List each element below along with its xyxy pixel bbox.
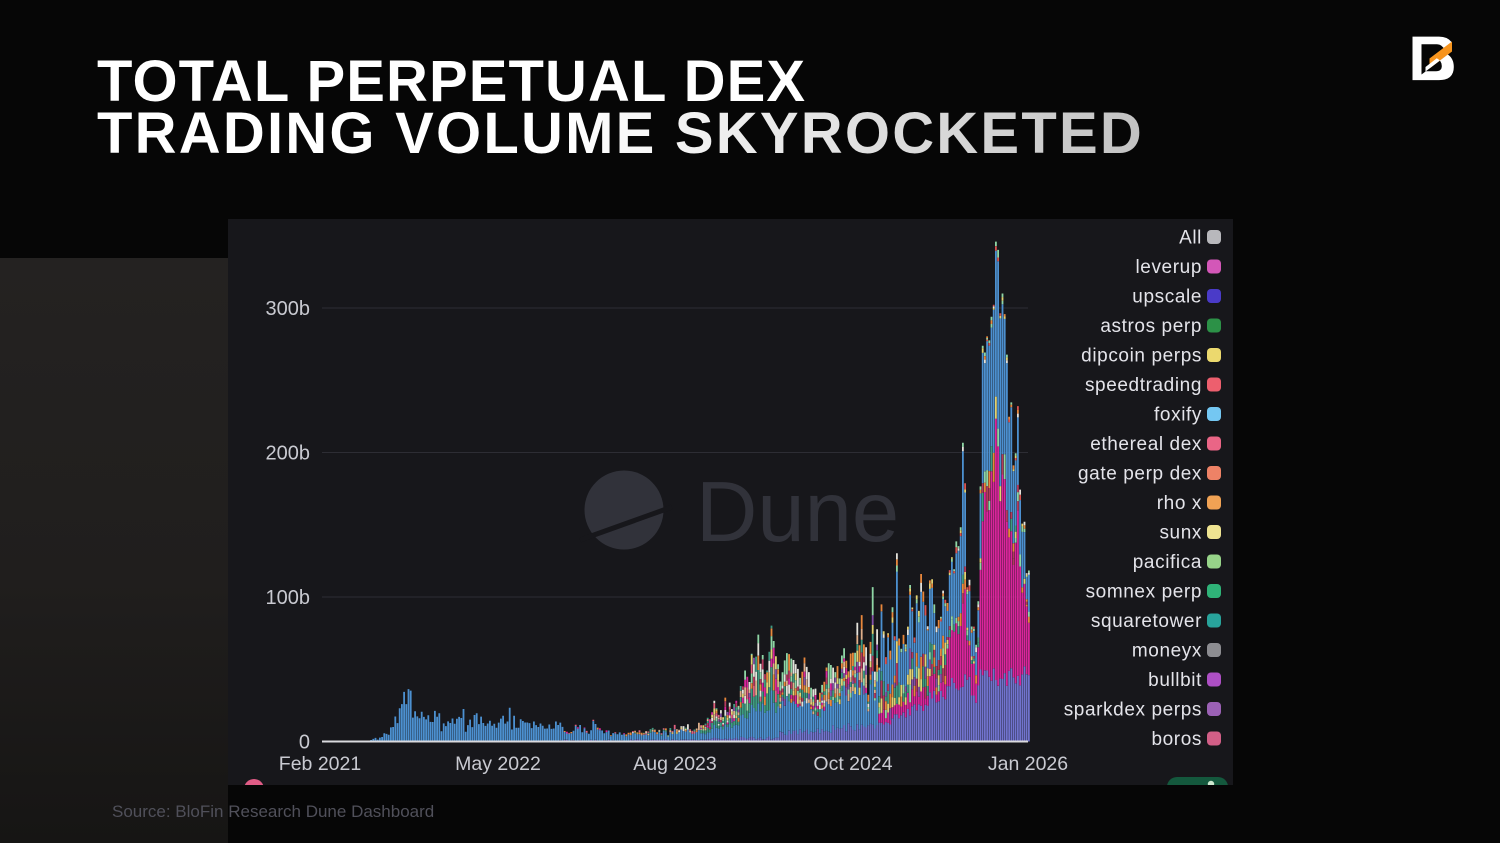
svg-text:sunx: sunx: [1159, 523, 1202, 544]
svg-text:bullbit: bullbit: [1148, 670, 1202, 691]
svg-text:pacifica: pacifica: [1133, 552, 1202, 573]
svg-text:rho x: rho x: [1157, 493, 1202, 514]
svg-text:moneyx: moneyx: [1132, 641, 1202, 662]
svg-text:300b: 300b: [266, 298, 311, 320]
svg-text:ethereal dex: ethereal dex: [1090, 434, 1202, 455]
svg-text:Oct 2024: Oct 2024: [813, 753, 892, 775]
svg-text:May 2022: May 2022: [455, 753, 541, 775]
svg-text:leverup: leverup: [1135, 257, 1202, 278]
svg-text:Dune: Dune: [696, 465, 899, 560]
svg-text:upscale: upscale: [1132, 287, 1202, 308]
svg-text:sparkdex perps: sparkdex perps: [1064, 700, 1202, 721]
svg-text:Feb 2021: Feb 2021: [279, 753, 361, 775]
svg-text:foxify: foxify: [1154, 405, 1202, 426]
svg-text:boros: boros: [1151, 729, 1202, 750]
svg-text:200b: 200b: [266, 443, 311, 465]
svg-text:All: All: [1179, 228, 1202, 249]
svg-text:squaretower: squaretower: [1091, 611, 1202, 632]
svg-text:dipcoin perps: dipcoin perps: [1081, 346, 1202, 367]
svg-text:speedtrading: speedtrading: [1085, 375, 1202, 396]
svg-text:Aug 2023: Aug 2023: [633, 753, 717, 775]
svg-text:0: 0: [299, 732, 310, 754]
svg-text:astros perp: astros perp: [1100, 316, 1202, 337]
svg-text:somnex perp: somnex perp: [1086, 582, 1202, 603]
svg-text:gate perp dex: gate perp dex: [1078, 464, 1202, 485]
svg-text:100b: 100b: [266, 587, 311, 609]
svg-text:Jan 2026: Jan 2026: [988, 753, 1068, 775]
